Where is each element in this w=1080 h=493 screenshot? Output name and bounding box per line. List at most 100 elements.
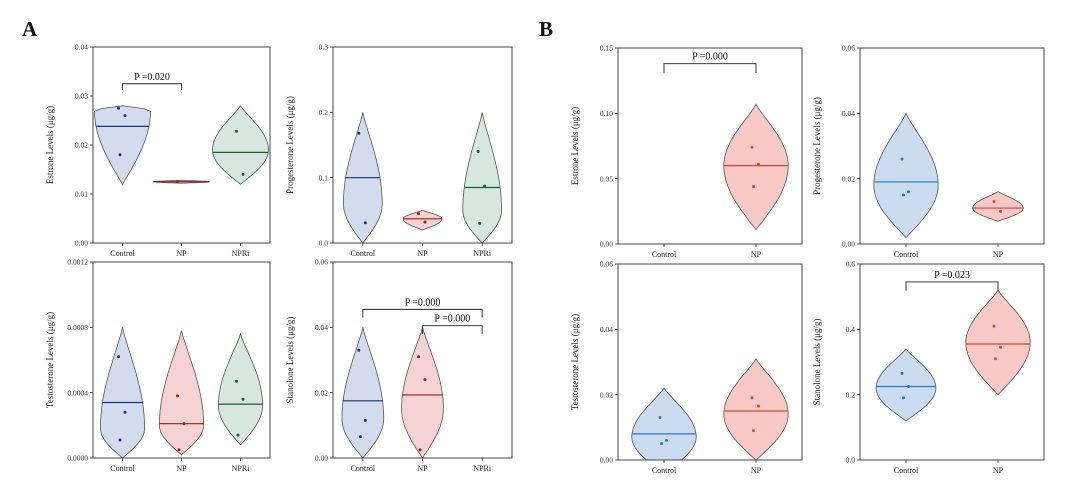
plot-frame [617,47,803,245]
y-tick-label: 0.0004 [67,388,88,397]
x-category-label: NPRi [473,464,492,473]
violin-control [875,348,937,422]
data-point [418,448,422,452]
plot-area [341,325,444,458]
violin-np [723,103,789,231]
y-tick-label: 0.01 [75,190,88,199]
plot-frame [859,263,1045,461]
plot-area [343,112,503,243]
data-point [999,345,1002,349]
y-tick-label: 0.03 [75,92,88,101]
y-tick-label: 0.04 [842,109,855,118]
chart-panel-4: 0.00 0.02 0.04 0.06 Control NP NPRi Stanolone L… [285,258,513,473]
data-point [235,129,238,133]
data-point [900,157,904,161]
violin-npri [212,105,269,185]
p-value-label: P =0.020 [134,72,170,83]
chart-panel-8: 0.0 0.2 0.4 0.6 Control NP Stanolone Levels (μ… [812,260,1045,475]
data-point [417,355,420,359]
data-point [176,180,179,184]
y-tick-label: 0.0 [319,239,329,248]
p-value-label: P =0.000 [405,297,441,308]
y-tick-label: 0.0000 [67,454,88,463]
y-tick-label: 0.06 [600,260,613,269]
data-point [123,114,127,118]
x-category-label: Control [894,466,919,475]
data-point [176,394,179,398]
violin-npri [462,112,503,243]
y-axis-label: Testosterone Levels (μg/g) [45,312,55,408]
data-point [423,220,427,224]
plot-area [94,105,269,185]
x-category-label: NP [993,250,1004,259]
data-point [117,355,120,359]
violin-np [972,191,1024,222]
y-tick-label: 0.06 [842,44,855,53]
significance-bracket [422,325,483,334]
data-point [363,418,367,422]
x-category-label: NPRi [232,464,251,473]
data-point [750,396,754,400]
y-tick-label: 0.15 [600,44,613,53]
data-point [483,184,487,188]
data-point [417,212,420,216]
data-point [907,385,910,388]
p-value-label: P =0.000 [434,314,470,325]
y-tick-label: 0.1 [319,173,329,182]
data-point [992,324,996,328]
y-tick-label: 0.00 [75,239,88,248]
y-axis-label: Stanolone Levels (μg/g) [285,317,295,404]
significance-bracket [362,308,483,318]
y-tick-label: 0.0012 [67,258,88,267]
data-point [241,172,245,176]
x-category-label: NPRi [473,249,492,258]
x-category-label: Control [652,466,677,475]
data-point [177,448,181,452]
y-axis-label: Progesterone Levels (μg/g) [285,96,295,194]
x-category-label: NPRi [232,249,251,258]
violin-np [965,289,1031,396]
data-point [994,357,997,361]
significance-bracket [122,83,182,91]
data-point [907,190,910,194]
data-point [357,131,361,135]
y-tick-label: 0.2 [319,108,329,117]
y-tick-label: 0.00 [842,240,855,249]
significance-bracket [663,63,757,73]
y-tick-label: 0.00 [600,456,613,465]
data-point [999,209,1002,213]
plot-area [100,327,264,458]
y-tick-label: 0.2 [846,390,856,399]
chart-panel-5: 0.00 0.05 0.10 0.15 Control NP Estrone Levels … [570,44,803,259]
data-point [235,379,238,383]
y-tick-label: 0.00 [315,454,328,463]
x-category-label: Control [110,249,135,258]
plot-area [723,103,789,231]
data-point [241,397,245,401]
violin-control [631,387,697,460]
data-point [118,153,122,157]
x-category-label: Control [894,250,919,259]
data-point [118,438,122,442]
y-tick-label: 0.6 [846,260,856,269]
x-category-label: Control [351,249,376,258]
violin-np [723,357,789,460]
x-category-label: NP [176,249,187,258]
data-point [902,193,905,197]
violin-control [100,327,145,458]
y-axis-label: Testosterone Levels (μg/g) [570,314,580,410]
y-tick-label: 0.04 [600,325,613,334]
plot-frame [617,263,803,461]
data-point [757,404,760,408]
x-category-label: NP [751,250,762,259]
plot-area [873,112,1024,239]
y-tick-label: 0.02 [600,390,613,399]
data-point [478,221,482,225]
y-tick-label: 0.3 [319,43,329,52]
x-category-label: Control [351,464,376,473]
x-category-label: Control [652,250,677,259]
x-category-label: NP [176,464,187,473]
violin-np [158,330,205,456]
data-point [357,348,361,352]
y-tick-label: 0.4 [846,325,856,334]
